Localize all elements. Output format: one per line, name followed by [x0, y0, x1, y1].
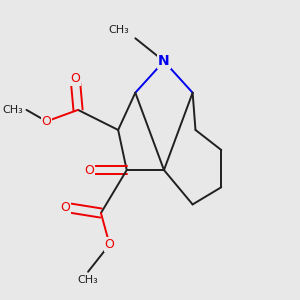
- Text: CH₃: CH₃: [109, 26, 130, 35]
- Text: O: O: [85, 164, 94, 177]
- Text: O: O: [70, 72, 80, 85]
- Text: O: O: [105, 238, 115, 251]
- Text: O: O: [60, 201, 70, 214]
- Text: O: O: [42, 115, 52, 128]
- Text: N: N: [158, 54, 170, 68]
- Text: CH₃: CH₃: [78, 274, 98, 285]
- Text: CH₃: CH₃: [3, 105, 24, 115]
